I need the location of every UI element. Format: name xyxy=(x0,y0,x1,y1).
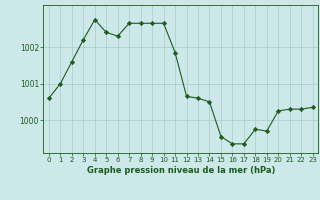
X-axis label: Graphe pression niveau de la mer (hPa): Graphe pression niveau de la mer (hPa) xyxy=(87,166,275,175)
